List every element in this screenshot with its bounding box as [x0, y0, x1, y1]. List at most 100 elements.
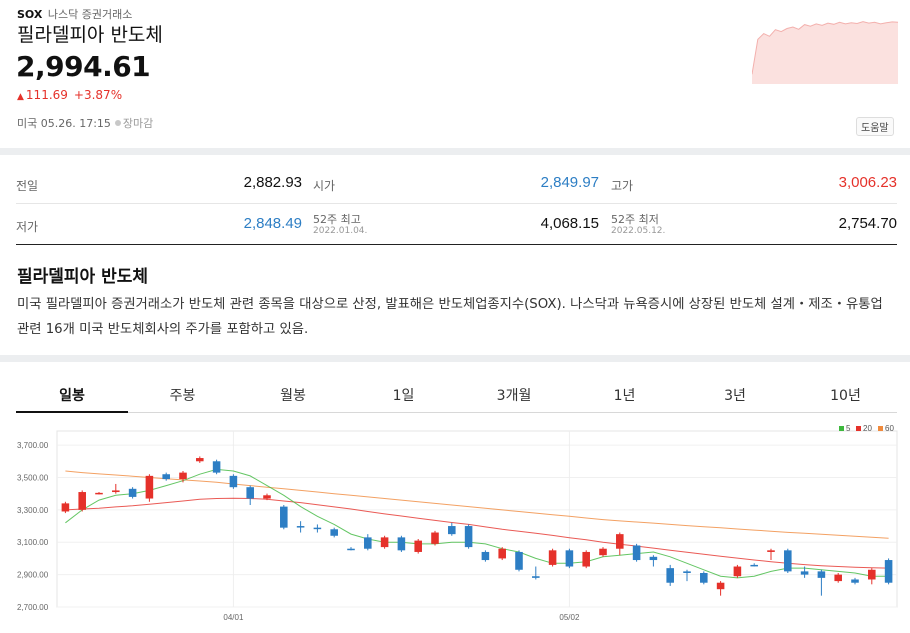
tab-1d[interactable]: 1일 — [392, 388, 415, 404]
candle-up[interactable] — [414, 539, 422, 554]
candle-down[interactable] — [364, 534, 372, 551]
candle-body — [296, 526, 305, 528]
candle-up[interactable] — [196, 456, 204, 463]
candle-body — [767, 550, 775, 552]
tab-daily[interactable]: 일봉 — [16, 378, 128, 413]
candle-body — [464, 526, 473, 548]
candle-body — [733, 566, 742, 577]
candle-up[interactable] — [548, 548, 557, 567]
candle-up[interactable] — [716, 581, 725, 596]
candle-down[interactable] — [683, 569, 691, 582]
tab-1y[interactable]: 1년 — [613, 388, 636, 404]
candle-body — [884, 560, 893, 583]
candle-down[interactable] — [851, 577, 859, 585]
candle-up[interactable] — [78, 490, 86, 512]
candle-down[interactable] — [246, 485, 254, 505]
candle-down[interactable] — [330, 527, 338, 538]
candle-body — [179, 472, 187, 480]
candlestick-chart[interactable]: 3,700.00 3,500.00 3,300.00 3,100.00 2,900.00… — [0, 420, 910, 633]
tab-3m[interactable]: 3개월 — [496, 388, 532, 404]
candle-down[interactable] — [532, 566, 540, 580]
candle-body — [364, 537, 372, 549]
candle-body — [851, 579, 859, 583]
candle-down[interactable] — [162, 472, 170, 481]
candle-down[interactable] — [884, 558, 893, 585]
candle-up[interactable] — [582, 550, 590, 569]
candle-down[interactable] — [296, 521, 305, 533]
candle-body — [212, 461, 221, 473]
tab-10y[interactable]: 10년 — [830, 388, 861, 404]
candle-down[interactable] — [784, 548, 792, 573]
sparkline-area — [752, 21, 898, 84]
candle-down[interactable] — [649, 555, 658, 567]
candle-up[interactable] — [95, 492, 103, 495]
candle-down[interactable] — [565, 548, 574, 569]
candle-down[interactable] — [632, 543, 641, 562]
stat-value: 4,068.15 — [540, 215, 599, 232]
tab-3y[interactable]: 3년 — [724, 388, 746, 404]
plot-area — [56, 430, 898, 608]
candle-body — [515, 551, 523, 570]
candle-up[interactable] — [599, 547, 607, 557]
candle-down[interactable] — [515, 550, 523, 572]
candle-body — [498, 548, 506, 559]
candle-body — [834, 574, 842, 582]
candle-down[interactable] — [347, 547, 355, 551]
current-price: 2,994.61 — [16, 50, 151, 83]
candle-down[interactable] — [448, 522, 456, 536]
candle-up[interactable] — [498, 547, 506, 561]
stat-value: 2,848.49 — [243, 215, 302, 232]
candle-up[interactable] — [263, 493, 271, 501]
candle-down[interactable] — [481, 550, 490, 562]
candle-body — [246, 487, 254, 499]
intraday-sparkline[interactable] — [752, 18, 898, 84]
stat-high: 고가 3,006.23 — [611, 163, 897, 203]
y-tick-label: 3,700.00 — [17, 441, 49, 450]
candle-body — [649, 556, 658, 561]
candle-up[interactable] — [380, 535, 389, 549]
ma60-line — [65, 470, 889, 539]
candle-up[interactable] — [834, 573, 842, 583]
candle-body — [716, 582, 725, 590]
candle-down[interactable] — [700, 571, 708, 585]
stat-value: 3,006.23 — [838, 174, 897, 191]
candle-up[interactable] — [112, 483, 120, 494]
candle-up[interactable] — [431, 530, 439, 546]
candle-up[interactable] — [179, 471, 187, 483]
stat-open: 시가 2,849.97 — [313, 163, 599, 203]
candle-down[interactable] — [817, 569, 826, 596]
candle-down[interactable] — [229, 474, 238, 489]
candle-up[interactable] — [767, 548, 775, 561]
candle-up[interactable] — [616, 532, 624, 556]
help-button[interactable]: 도움말 — [856, 117, 894, 136]
candle-body — [196, 458, 204, 462]
tab-weekly[interactable]: 주봉 — [169, 388, 196, 404]
candle-down[interactable] — [313, 524, 322, 533]
candle-up[interactable] — [61, 501, 70, 514]
candle-down[interactable] — [280, 505, 288, 530]
candle-body — [817, 571, 826, 578]
candle-down[interactable] — [750, 563, 758, 567]
candle-up[interactable] — [145, 474, 154, 502]
candle-up[interactable] — [733, 564, 742, 578]
timestamp: 미국 05.26. 17:15 — [17, 117, 111, 130]
candle-body — [582, 551, 590, 567]
x-tick-label: 05/02 — [559, 613, 580, 622]
candle-down[interactable] — [397, 535, 406, 552]
candle-up[interactable] — [868, 568, 876, 585]
y-tick-label: 3,100.00 — [17, 538, 49, 547]
stat-date: 2022.05.12. — [611, 226, 666, 236]
description-title: 필라델피아 반도체 — [17, 267, 149, 287]
candle-body — [565, 550, 574, 567]
candle-down[interactable] — [464, 524, 473, 549]
candle-body — [61, 503, 70, 512]
candle-down[interactable] — [666, 564, 674, 586]
y-tick-label: 2,900.00 — [17, 571, 49, 580]
price-change: ▲ 111.69 +3.87% — [17, 88, 122, 102]
candle-down[interactable] — [800, 566, 809, 578]
stat-prev-close: 전일 2,882.93 — [16, 163, 302, 203]
tab-monthly[interactable]: 월봉 — [280, 388, 306, 404]
candle-body — [280, 506, 288, 528]
candle-down[interactable] — [212, 459, 221, 475]
candle-down[interactable] — [128, 487, 137, 499]
